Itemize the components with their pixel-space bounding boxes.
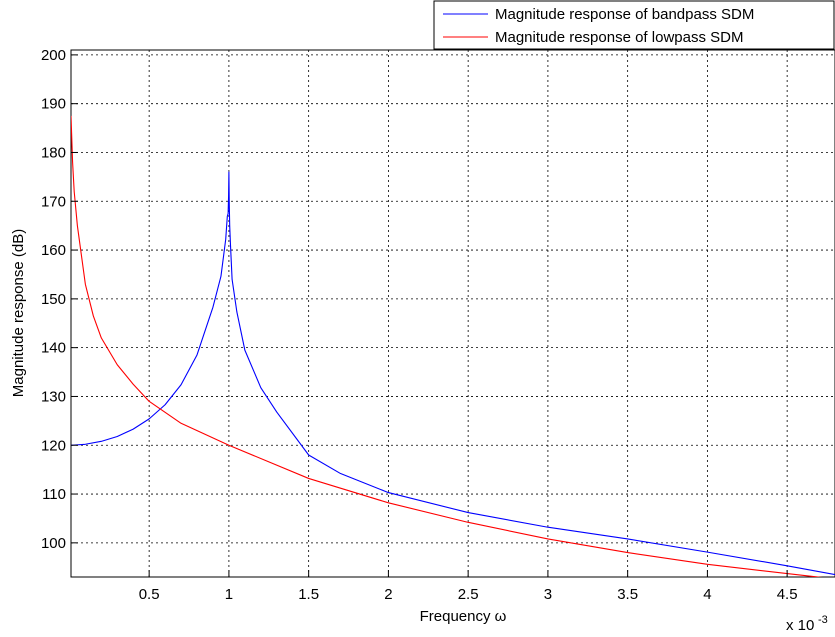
x-tick-label: 2	[384, 586, 392, 603]
y-tick-label: 130	[41, 388, 66, 405]
y-tick-label: 180	[41, 144, 66, 161]
legend: Magnitude response of bandpass SDM Magni…	[433, 0, 835, 50]
grid	[71, 50, 835, 577]
series-layer	[71, 115, 835, 577]
x-tick-label: 0.5	[139, 586, 160, 603]
series-line-bandpass	[71, 171, 835, 576]
x-tick-label: 2.5	[458, 586, 479, 603]
x-axis-label: Frequency ω	[420, 608, 507, 625]
legend-label-lowpass: Magnitude response of lowpass SDM	[495, 29, 743, 46]
y-tick-label: 200	[41, 47, 66, 64]
legend-label-bandpass: Magnitude response of bandpass SDM	[495, 6, 754, 23]
x-tick-label: 3.5	[617, 586, 638, 603]
plot-frame	[70, 49, 835, 578]
y-tick-label: 100	[41, 535, 66, 552]
y-tick-label: 160	[41, 242, 66, 259]
y-axis-label: Magnitude response (dB)	[10, 229, 27, 397]
y-tick-label: 140	[41, 340, 66, 357]
x-tick-label: 3	[544, 586, 552, 603]
ticks: 0.5 1 1.5 2 2.5 3 3.5 4 4.5 100 110 120 130 140 150 160…	[41, 47, 798, 603]
x-multiplier-base: x 10	[786, 617, 814, 634]
y-tick-label: 120	[41, 437, 66, 454]
y-tick-label: 110	[42, 486, 66, 503]
x-multiplier: x 10 -3	[786, 614, 828, 634]
series-line-lowpass	[71, 115, 823, 577]
plot-area	[70, 49, 835, 578]
x-tick-label: 1	[225, 586, 233, 603]
x-tick-label: 1.5	[298, 586, 319, 603]
y-tick-label: 150	[41, 291, 66, 308]
x-tick-label: 4.5	[777, 586, 798, 603]
x-tick-label: 4	[703, 586, 711, 603]
y-tick-label: 170	[41, 193, 66, 210]
y-tick-label: 190	[41, 96, 66, 113]
x-multiplier-exponent: -3	[818, 614, 828, 626]
legend-box	[433, 0, 835, 50]
